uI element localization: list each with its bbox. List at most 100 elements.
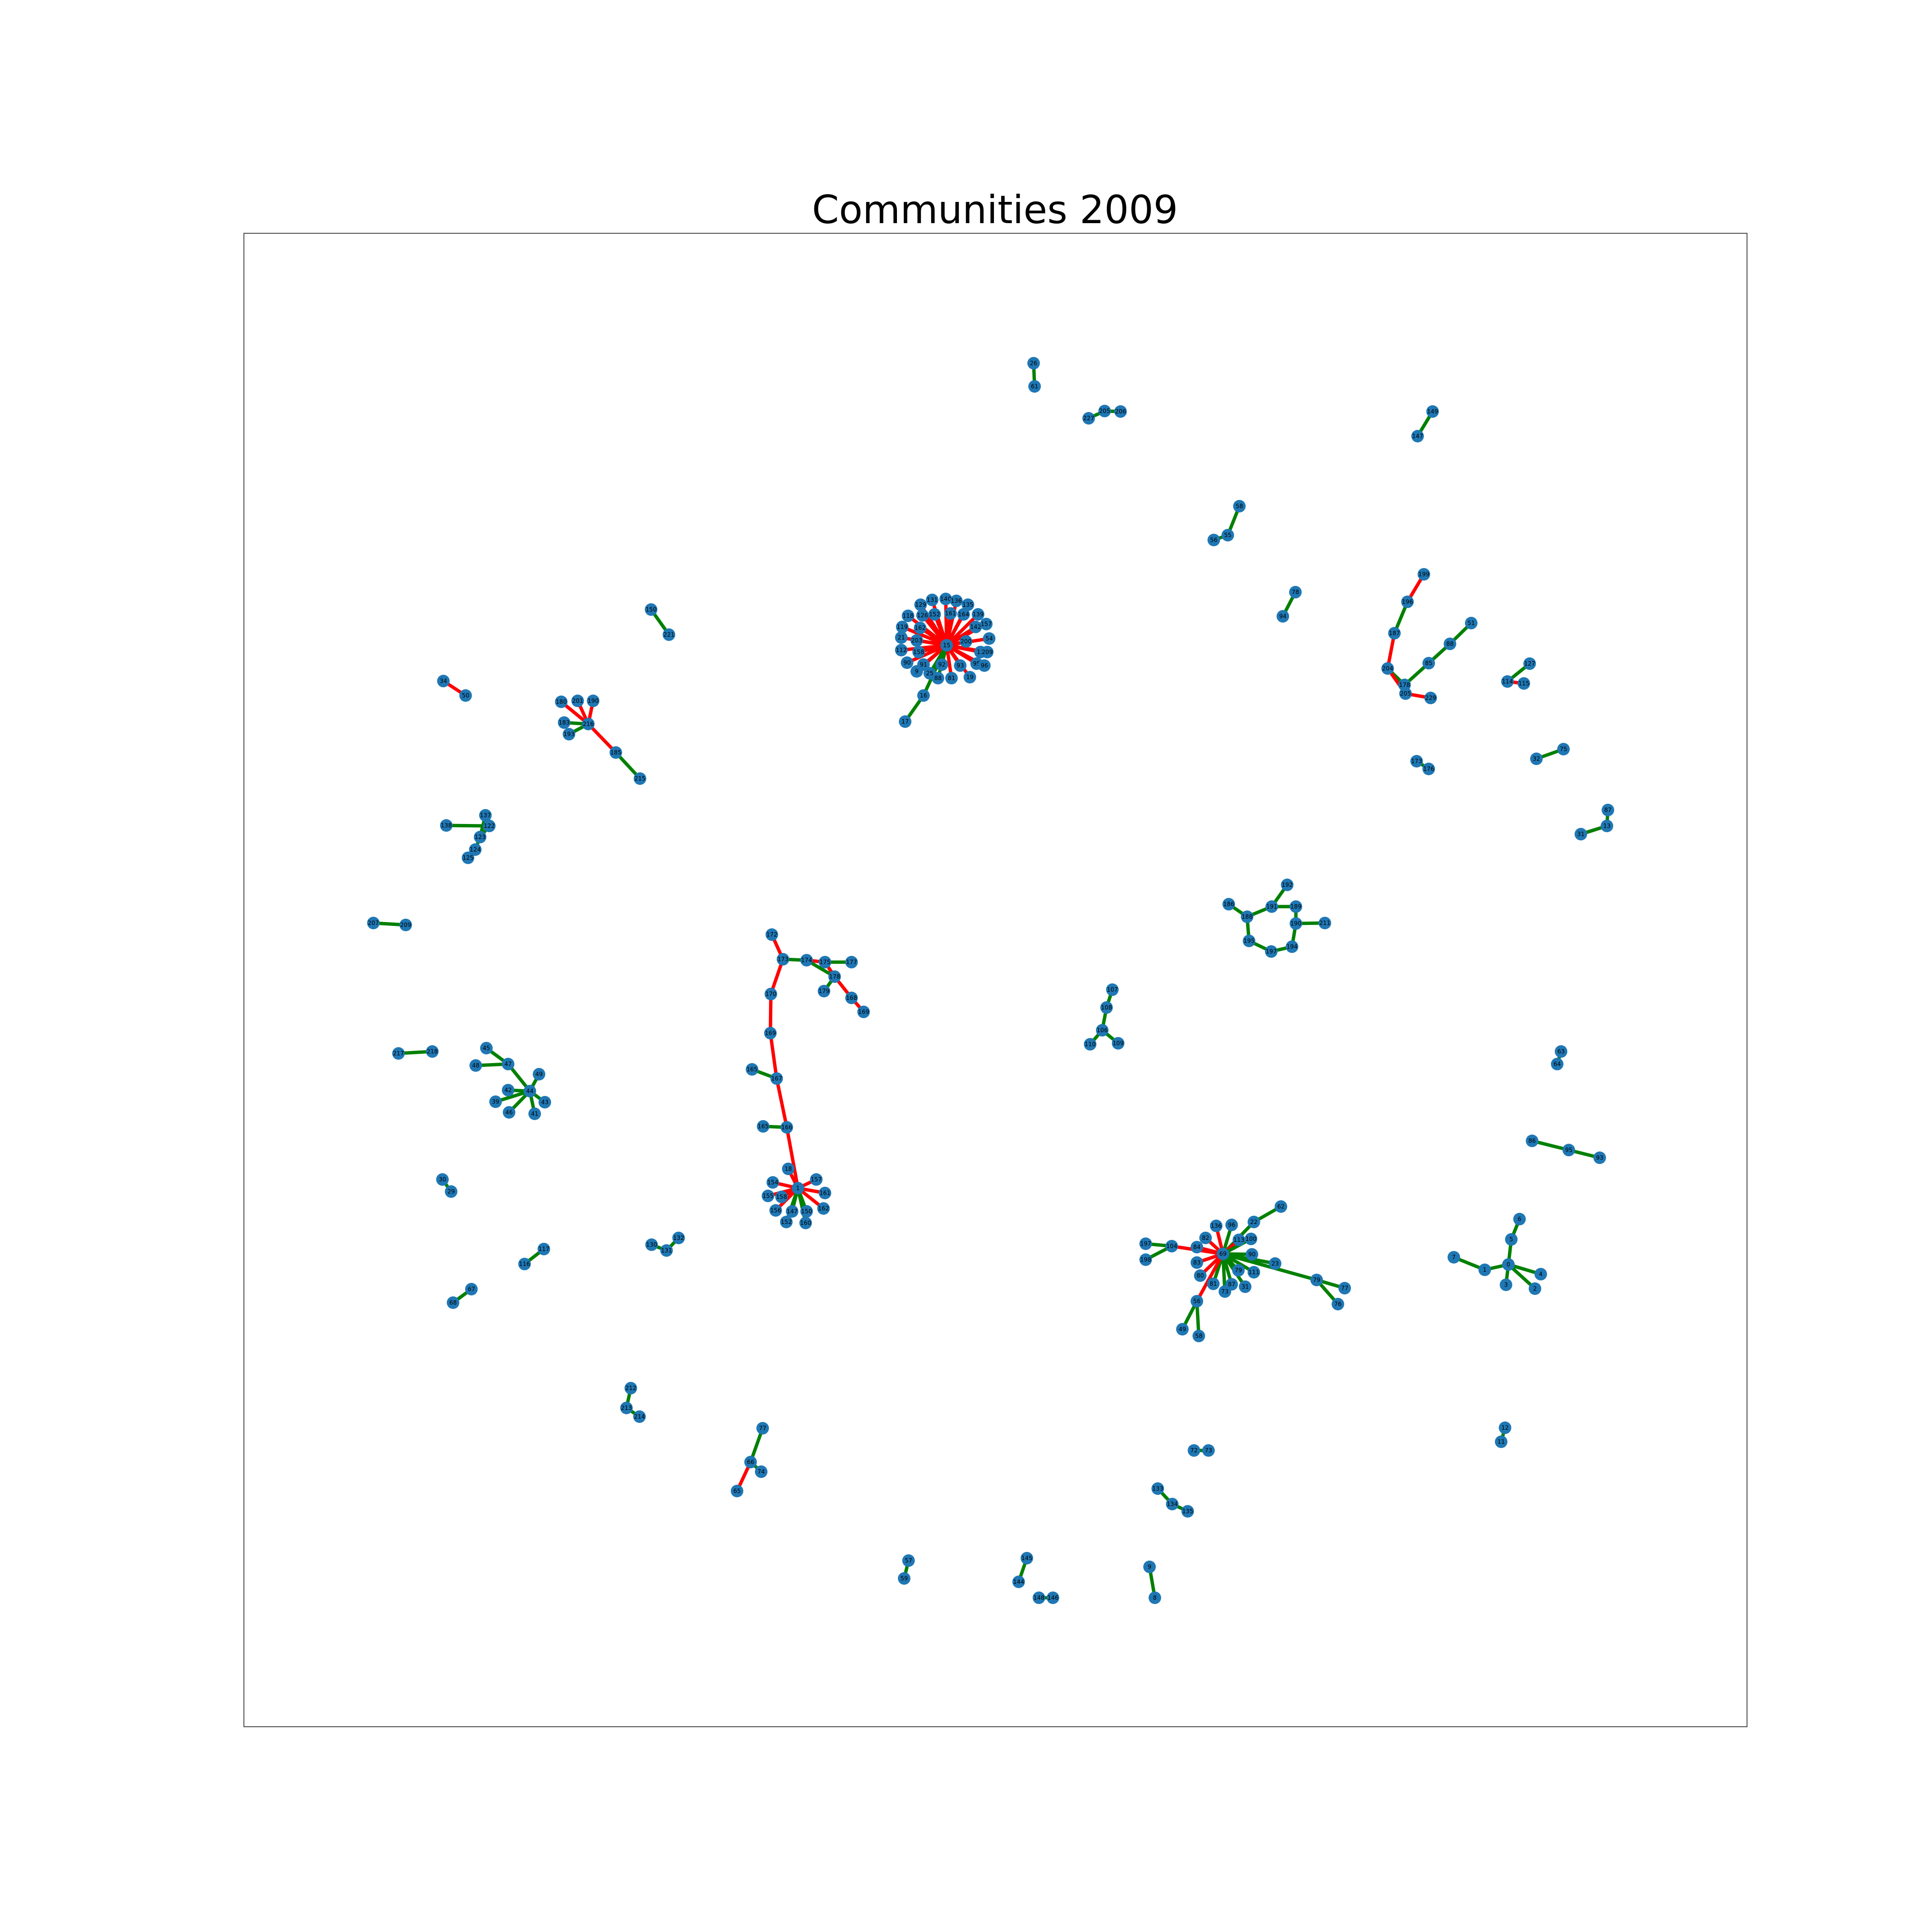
node-marker bbox=[1575, 828, 1587, 840]
node-marker bbox=[474, 831, 486, 843]
node-marker bbox=[767, 1176, 779, 1189]
node-label: 30 bbox=[439, 1176, 446, 1183]
graph-node: 84 bbox=[1191, 1241, 1203, 1253]
node-marker bbox=[582, 718, 595, 730]
node-label: 214 bbox=[634, 1413, 645, 1420]
graph-node: 106 bbox=[1096, 1024, 1108, 1037]
node-marker bbox=[1523, 657, 1536, 670]
node-marker bbox=[896, 621, 909, 633]
node-marker bbox=[1551, 1058, 1563, 1070]
node-label: 96 bbox=[1228, 1222, 1235, 1228]
node-marker bbox=[633, 1410, 646, 1423]
graph-node: 57 bbox=[902, 1554, 915, 1567]
node-marker bbox=[645, 1238, 658, 1251]
graph-node: 85 bbox=[1422, 657, 1435, 669]
node-label: 194 bbox=[1287, 943, 1298, 950]
node-marker bbox=[524, 1085, 536, 1097]
node-marker bbox=[1114, 405, 1127, 418]
graph-node: 157 bbox=[810, 1173, 823, 1186]
graph-node: 45 bbox=[480, 1042, 493, 1054]
node-label: 46 bbox=[505, 1109, 512, 1116]
node-label: 2 bbox=[1533, 1285, 1537, 1292]
graph-node: 227 bbox=[1082, 412, 1095, 425]
node-marker bbox=[533, 1068, 545, 1080]
node-label: 147 bbox=[787, 1208, 798, 1215]
node-label: 110 bbox=[1085, 1041, 1096, 1048]
edge-positive bbox=[1221, 1253, 1227, 1292]
node-marker bbox=[489, 1095, 502, 1108]
graph-node: 217 bbox=[392, 1047, 405, 1060]
graph-node: 140 bbox=[939, 593, 952, 605]
node-marker bbox=[1269, 1257, 1281, 1270]
node-label: 144 bbox=[1013, 1578, 1024, 1585]
node-label: 109 bbox=[1113, 1040, 1124, 1047]
node-marker bbox=[744, 1456, 757, 1468]
node-marker bbox=[1243, 935, 1255, 947]
edge-negative bbox=[785, 1127, 800, 1189]
node-marker bbox=[1422, 657, 1435, 669]
figure-title: Communities 2009 bbox=[812, 187, 1178, 232]
node-label: 42 bbox=[504, 1087, 511, 1094]
node-label: 154 bbox=[767, 1179, 779, 1186]
graph-node: 200 bbox=[960, 635, 972, 648]
graph-node: 42 bbox=[502, 1084, 514, 1096]
graph-node: 56 bbox=[1191, 1295, 1203, 1307]
node-label: 203 bbox=[911, 637, 923, 644]
node-marker bbox=[983, 632, 995, 645]
graph-node: 110 bbox=[1084, 1038, 1096, 1051]
node-marker bbox=[1027, 357, 1040, 369]
node-label: 135 bbox=[1182, 1508, 1193, 1515]
node-label: 176 bbox=[1423, 766, 1435, 772]
node-marker bbox=[437, 675, 450, 687]
node-label: 155 bbox=[763, 1193, 774, 1199]
node-marker bbox=[459, 689, 472, 702]
graph-node: 5 bbox=[1505, 1233, 1518, 1246]
node-label: 130 bbox=[646, 1241, 657, 1248]
node-label: 73 bbox=[1221, 1288, 1228, 1295]
node-label: 85 bbox=[1425, 660, 1432, 667]
node-marker bbox=[978, 659, 991, 672]
graph-node: 2 bbox=[1529, 1282, 1541, 1295]
node-label: 179 bbox=[819, 988, 830, 994]
node-label: 133 bbox=[1152, 1485, 1164, 1492]
graph-node: 145 bbox=[1021, 1552, 1033, 1564]
node-marker bbox=[483, 820, 496, 832]
node-marker bbox=[528, 1108, 541, 1120]
node-marker bbox=[954, 659, 966, 672]
node-label: 88 bbox=[934, 675, 941, 682]
node-label: 69 bbox=[1219, 1250, 1226, 1257]
node-marker bbox=[1290, 917, 1302, 930]
node-label: 9 bbox=[915, 668, 919, 675]
node-marker bbox=[910, 665, 923, 678]
node-marker bbox=[469, 1059, 482, 1072]
node-marker bbox=[502, 1084, 514, 1096]
node-label: 81 bbox=[1209, 1280, 1217, 1287]
edge-negative bbox=[768, 994, 773, 1034]
graph-node: 198 bbox=[1139, 1253, 1152, 1266]
node-marker bbox=[1465, 617, 1477, 629]
node-label: 169 bbox=[858, 1009, 869, 1015]
graph-node: 119 bbox=[896, 621, 909, 633]
graph-node: 221 bbox=[663, 628, 675, 641]
graph-node: 136 bbox=[950, 595, 963, 607]
node-label: 139 bbox=[973, 611, 984, 618]
node-marker bbox=[399, 919, 412, 931]
graph-node: 76 bbox=[1332, 1298, 1344, 1310]
node-label: 150 bbox=[801, 1208, 812, 1215]
node-marker bbox=[902, 610, 914, 622]
node-marker bbox=[1021, 1552, 1033, 1564]
node-marker bbox=[1246, 1248, 1258, 1261]
graph-node: 43 bbox=[539, 1096, 551, 1108]
node-marker bbox=[1233, 1234, 1245, 1246]
node-marker bbox=[819, 1187, 831, 1199]
node-label: 49 bbox=[535, 1071, 542, 1078]
node-label: 94 bbox=[1279, 613, 1286, 620]
node-label: 91 bbox=[920, 661, 927, 668]
node-label: 1 bbox=[1483, 1266, 1487, 1273]
graph-node: 130 bbox=[645, 1238, 658, 1251]
node-label: 152 bbox=[929, 611, 940, 618]
node-label: 4 bbox=[1539, 1271, 1543, 1278]
edge-negative bbox=[921, 614, 948, 647]
node-label: 23 bbox=[1271, 1260, 1279, 1267]
node-label: 26 bbox=[1030, 360, 1037, 367]
